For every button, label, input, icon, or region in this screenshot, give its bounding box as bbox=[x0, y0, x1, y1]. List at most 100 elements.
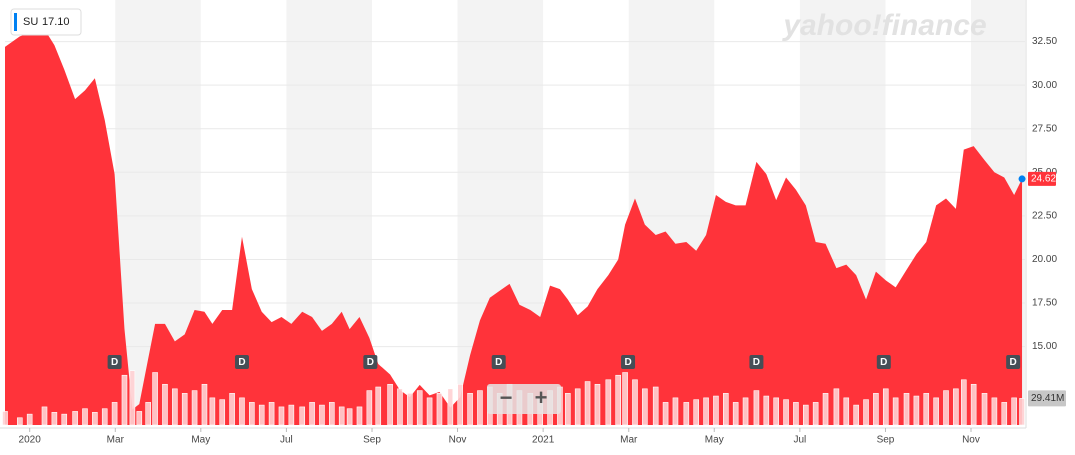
volume-bar bbox=[447, 388, 454, 426]
dividend-marker bbox=[621, 355, 636, 369]
x-tick-label: Jul bbox=[280, 435, 293, 446]
volume-bar bbox=[101, 408, 108, 426]
volume-bar bbox=[723, 393, 729, 426]
dividend-label: D bbox=[111, 357, 118, 368]
volume-bar bbox=[693, 399, 699, 426]
x-tick-label: Jul bbox=[793, 435, 806, 446]
dividend-marker bbox=[234, 355, 249, 369]
volume-bar bbox=[209, 397, 216, 426]
volume-bar bbox=[397, 388, 403, 426]
volume-bar bbox=[732, 402, 739, 426]
x-tick-label: May bbox=[191, 435, 210, 446]
legend-value: 17.10 bbox=[42, 16, 70, 28]
volume-bar bbox=[121, 374, 128, 426]
volume-bar bbox=[822, 393, 829, 426]
volume-bar bbox=[923, 393, 930, 426]
y-tick-label: 30.00 bbox=[1032, 80, 1057, 91]
x-tick-label: Mar bbox=[620, 435, 638, 446]
dividend-label: D bbox=[238, 357, 245, 368]
zoom-controls: − + bbox=[487, 384, 561, 414]
volume-bar bbox=[652, 386, 659, 426]
volume-bar bbox=[258, 404, 265, 426]
volume-bar bbox=[863, 399, 869, 426]
volume-bar bbox=[802, 404, 809, 426]
x-tick-label: Mar bbox=[107, 435, 125, 446]
dividend-marker bbox=[491, 355, 506, 369]
x-tick-label: Sep bbox=[877, 435, 895, 446]
x-tick-label: Nov bbox=[449, 435, 467, 446]
volume-bar bbox=[1011, 397, 1017, 426]
y-tick-label: 17.50 bbox=[1032, 298, 1057, 309]
volume-bar bbox=[436, 393, 443, 426]
zoom-in-button[interactable]: + bbox=[535, 385, 548, 410]
volume-bar bbox=[843, 397, 850, 426]
price-tag bbox=[1028, 171, 1056, 186]
x-tick-label: Sep bbox=[363, 435, 381, 446]
volume-bar bbox=[853, 404, 859, 426]
zoom-out-button[interactable]: − bbox=[500, 385, 513, 410]
legend-symbol: SU bbox=[23, 16, 38, 28]
volume-bar bbox=[565, 393, 571, 426]
volume-bar bbox=[72, 411, 78, 426]
volume-bar bbox=[375, 386, 382, 426]
volume-bar bbox=[26, 413, 33, 426]
volume-bar bbox=[605, 379, 612, 426]
volume-bar bbox=[41, 406, 48, 426]
dividend-marker bbox=[363, 355, 378, 369]
volume-bar bbox=[882, 388, 889, 426]
y-tick-label: 22.50 bbox=[1032, 211, 1057, 222]
volume-bar bbox=[913, 395, 920, 426]
volume-bar bbox=[346, 408, 353, 426]
volume-tag-label: 29.41M bbox=[1031, 393, 1064, 404]
volume-bar bbox=[407, 393, 413, 426]
volume-bar bbox=[162, 383, 168, 426]
x-tick-label: 2021 bbox=[532, 435, 555, 446]
volume-bar bbox=[201, 383, 208, 426]
dividend-label: D bbox=[753, 357, 760, 368]
volume-bar bbox=[753, 390, 760, 426]
volume-bar bbox=[1019, 398, 1025, 426]
volume-bar bbox=[457, 383, 463, 426]
volume-bar bbox=[833, 388, 840, 426]
volume-bar bbox=[632, 379, 638, 426]
volume-bar bbox=[329, 402, 335, 426]
volume-bar bbox=[366, 390, 373, 426]
volume-bar bbox=[960, 379, 967, 426]
x-tick-label: Nov bbox=[962, 435, 980, 446]
volume-bar bbox=[584, 381, 591, 426]
volume-bar bbox=[387, 383, 393, 426]
x-tick-label: 2020 bbox=[19, 435, 42, 446]
volume-bar bbox=[61, 413, 68, 426]
volume-bar bbox=[181, 393, 188, 426]
volume-bar bbox=[622, 372, 628, 426]
volume-bar bbox=[219, 399, 226, 426]
volume-bar bbox=[763, 395, 770, 426]
volume-bar bbox=[812, 402, 819, 426]
volume-bar bbox=[191, 390, 198, 426]
volume-bar bbox=[278, 406, 285, 426]
volume-bar bbox=[933, 397, 939, 426]
volume-bar bbox=[683, 402, 690, 426]
volume-bar bbox=[873, 393, 879, 426]
volume-bar bbox=[991, 397, 998, 426]
volume-bar bbox=[742, 397, 749, 426]
volume-bar bbox=[783, 399, 789, 426]
volume-bar bbox=[594, 383, 601, 426]
y-tick-label: 20.00 bbox=[1032, 254, 1057, 265]
volume-bar bbox=[981, 393, 988, 426]
volume-bar bbox=[82, 408, 88, 426]
legend-box bbox=[10, 8, 82, 36]
volume-bar bbox=[477, 390, 483, 426]
dividend-marker bbox=[876, 355, 891, 369]
volume-bar bbox=[145, 402, 151, 426]
volume-bar bbox=[288, 404, 295, 426]
volume-bar bbox=[17, 417, 23, 426]
dividend-marker bbox=[1006, 355, 1021, 369]
volume-bar bbox=[129, 370, 136, 426]
volume-bar bbox=[268, 402, 275, 426]
zoom-panel bbox=[487, 384, 561, 414]
dividend-label: D bbox=[880, 357, 887, 368]
dividend-marker bbox=[749, 355, 764, 369]
volume-bar bbox=[1001, 402, 1008, 426]
